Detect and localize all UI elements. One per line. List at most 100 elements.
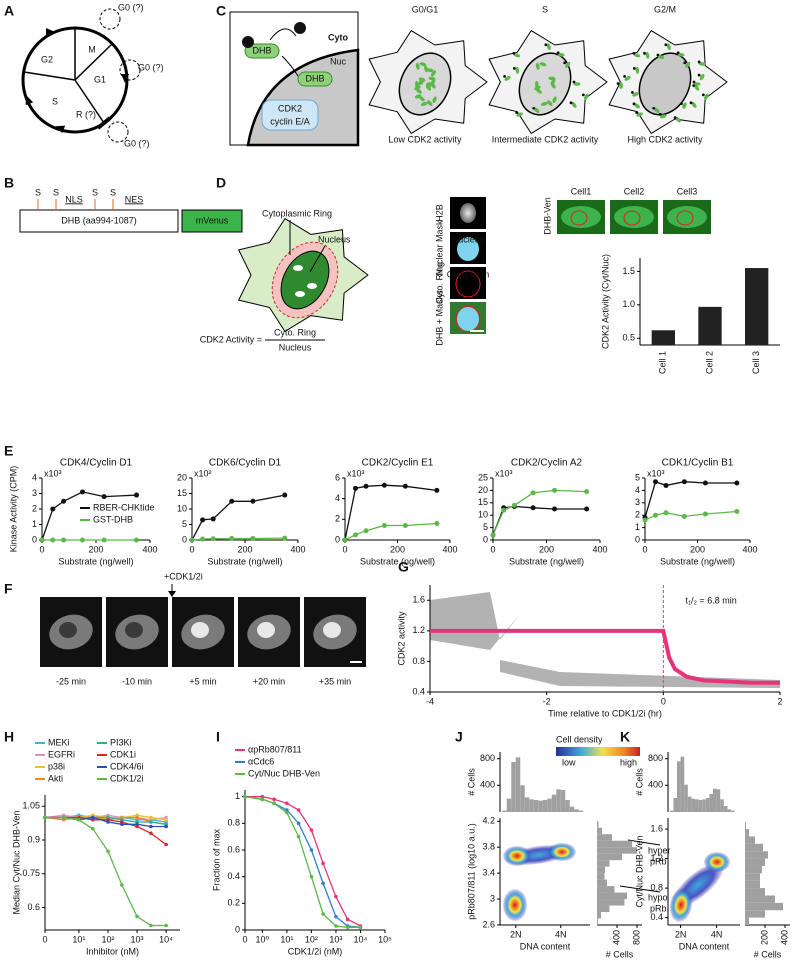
ring-mask bbox=[455, 270, 481, 298]
reporter bbox=[426, 68, 434, 73]
reporter bbox=[632, 92, 639, 97]
point bbox=[321, 861, 325, 866]
nucleolus bbox=[293, 265, 303, 271]
cell-image bbox=[614, 206, 654, 228]
histogram-bar bbox=[727, 809, 731, 812]
series-line bbox=[191, 494, 285, 541]
x-axis-label: Substrate (ng/well) bbox=[509, 556, 584, 566]
time-label: +35 min bbox=[319, 676, 351, 686]
legend-label: CDK1i bbox=[110, 749, 136, 759]
histogram-bar bbox=[745, 851, 768, 859]
reporter bbox=[557, 52, 565, 57]
scale-label: x10³ bbox=[347, 468, 365, 478]
histogram-bar bbox=[745, 858, 765, 866]
point bbox=[135, 914, 139, 919]
colorbar-high: high bbox=[620, 757, 637, 767]
phospho-dot bbox=[689, 101, 693, 105]
histogram-bar bbox=[502, 810, 507, 812]
x-tick-label: 200 bbox=[759, 930, 769, 945]
reporter bbox=[584, 93, 589, 101]
point bbox=[552, 506, 558, 512]
panel-label: D bbox=[216, 175, 226, 191]
histogram-bar bbox=[695, 799, 699, 812]
point bbox=[296, 808, 301, 812]
x-tick-label: 0 bbox=[661, 696, 666, 706]
point bbox=[210, 536, 216, 542]
y-tick-label: 2 bbox=[32, 503, 37, 513]
point bbox=[50, 506, 56, 512]
histogram-bar bbox=[677, 761, 681, 812]
point bbox=[90, 815, 95, 820]
x-tick-label: 0 bbox=[39, 544, 44, 554]
y-tick-label: 800 bbox=[480, 753, 495, 763]
colorbar bbox=[556, 747, 640, 756]
x-axis-label: DNA content bbox=[679, 941, 730, 951]
x-tick-label: 200 bbox=[690, 544, 705, 554]
histogram-bar bbox=[745, 843, 763, 852]
reporter bbox=[653, 107, 660, 113]
point bbox=[530, 505, 536, 511]
formula-numerator: Cyto. Ring bbox=[274, 327, 316, 337]
ring-overlay bbox=[623, 210, 641, 226]
y-tick-label: 2.6 bbox=[482, 919, 495, 929]
scale-label: x10³ bbox=[647, 468, 665, 478]
reporter bbox=[573, 82, 581, 86]
point bbox=[363, 528, 369, 534]
phospho-dot bbox=[503, 74, 506, 78]
reporter bbox=[426, 100, 433, 106]
histogram-bar bbox=[713, 788, 717, 812]
y-tick-label: 1.0 bbox=[622, 299, 635, 309]
point bbox=[149, 923, 153, 928]
histogram-bar bbox=[687, 796, 692, 812]
y-tick-label: 2 bbox=[635, 510, 640, 520]
reporter bbox=[619, 82, 623, 90]
x-tick-label: 0 bbox=[490, 544, 495, 554]
y-axis-label: CDK2 Activity (Cyt/Nuc) bbox=[600, 254, 610, 349]
phospho-dot bbox=[643, 51, 646, 55]
x-tick-label: 2N bbox=[675, 929, 687, 939]
histogram-bar bbox=[597, 860, 610, 867]
x-tick-label: 10¹ bbox=[280, 934, 293, 944]
y-tick-label: 1 bbox=[235, 791, 240, 801]
reporter bbox=[550, 82, 556, 89]
site-label: S bbox=[110, 187, 116, 197]
cyclin-label: cyclin E/A bbox=[270, 116, 310, 126]
histogram-bar bbox=[538, 800, 543, 812]
x-tick-label: 10³ bbox=[329, 934, 342, 944]
point bbox=[39, 537, 45, 543]
y-tick-label: 1 bbox=[635, 522, 640, 532]
histogram-bar bbox=[597, 853, 622, 861]
quiescence-loop bbox=[119, 59, 141, 81]
x-tick-label: 800 bbox=[631, 930, 641, 945]
x-tick-label: 10⁴ bbox=[354, 934, 368, 944]
quiescence-loop bbox=[107, 121, 129, 143]
reporter bbox=[534, 80, 539, 88]
y-tick-label: 3.8 bbox=[482, 842, 495, 852]
reporter bbox=[659, 114, 667, 119]
nucleolus bbox=[307, 283, 317, 289]
histogram-bar bbox=[578, 810, 584, 812]
point bbox=[552, 487, 558, 493]
point bbox=[80, 489, 85, 495]
dhb-label: DHB bbox=[252, 45, 271, 55]
reporter bbox=[552, 96, 557, 104]
phase-title: G0/G1 bbox=[412, 4, 439, 14]
y-axis-label: Median Cyt/Nuc DHB-Ven bbox=[11, 810, 21, 914]
nuclear-mask bbox=[457, 237, 479, 261]
panel-label: E bbox=[4, 443, 13, 459]
y-tick-label: 1.6 bbox=[650, 823, 663, 833]
arrowhead bbox=[121, 74, 129, 83]
histogram-bar bbox=[565, 800, 570, 812]
legend-label: CDK1/2i bbox=[110, 773, 144, 783]
reporter bbox=[546, 100, 553, 106]
phospho-dot bbox=[569, 101, 573, 105]
reporter bbox=[682, 102, 687, 109]
phospho-dot bbox=[512, 66, 516, 70]
histogram-bar bbox=[569, 806, 575, 812]
histogram-bar bbox=[745, 829, 749, 837]
legend-label: CDK4/6i bbox=[110, 761, 144, 771]
y-tick-label: 1 bbox=[32, 519, 37, 529]
phase-caption: Intermediate CDK2 activity bbox=[492, 134, 599, 144]
point bbox=[285, 808, 289, 812]
x-axis-label: Inhibitor (nM) bbox=[86, 946, 139, 956]
